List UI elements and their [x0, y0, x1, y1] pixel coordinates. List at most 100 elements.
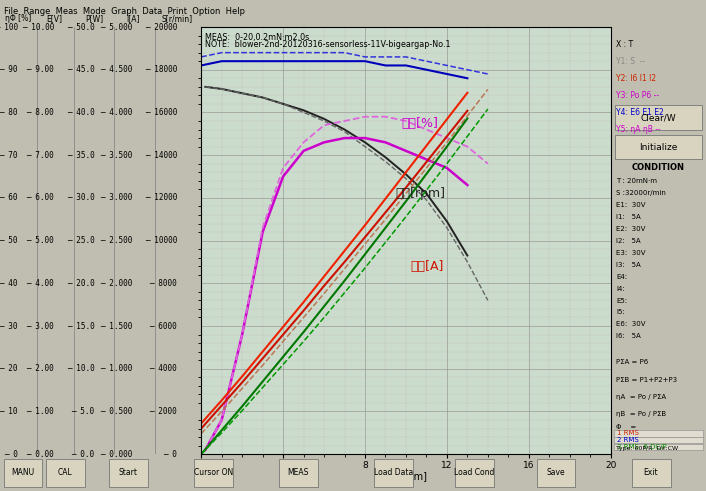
- Text: Clear/W: Clear/W: [640, 113, 676, 122]
- Text: ─ 30.0: ─ 30.0: [67, 193, 95, 202]
- Text: Y1: S  --: Y1: S --: [616, 57, 646, 66]
- Text: Load Cond: Load Cond: [454, 468, 495, 477]
- Text: ─ 7.00: ─ 7.00: [27, 151, 54, 160]
- FancyBboxPatch shape: [46, 459, 85, 487]
- Text: ─ 8000: ─ 8000: [149, 279, 177, 288]
- Text: ─ 10.0: ─ 10.0: [67, 364, 95, 373]
- Text: ─ 18000: ─ 18000: [145, 65, 177, 74]
- Text: E3:  30V: E3: 30V: [616, 250, 646, 256]
- Text: ─ 10: ─ 10: [0, 407, 18, 416]
- Text: P[W]: P[W]: [85, 14, 104, 23]
- Text: ─ 20: ─ 20: [0, 364, 18, 373]
- X-axis label: T[mN·m]: T[mN·m]: [385, 471, 427, 482]
- Text: Initialize: Initialize: [639, 143, 678, 152]
- Text: ─ 0.0: ─ 0.0: [71, 450, 95, 459]
- Text: ─ 2.500: ─ 2.500: [100, 236, 133, 245]
- Text: ─ 10000: ─ 10000: [145, 236, 177, 245]
- Text: I2:   5A: I2: 5A: [616, 238, 641, 244]
- Text: ─ 2.000: ─ 2.000: [100, 279, 133, 288]
- Text: ─ 4000: ─ 4000: [149, 364, 177, 373]
- Text: CAL: CAL: [58, 468, 72, 477]
- Text: S :32000r/min: S :32000r/min: [616, 190, 666, 196]
- Text: ─ 0: ─ 0: [163, 450, 177, 459]
- Text: ηB  = Po / PΣB: ηB = Po / PΣB: [616, 411, 666, 417]
- Text: Y4: E6 E1 E2: Y4: E6 E1 E2: [616, 108, 664, 117]
- Text: E5:: E5:: [616, 298, 628, 303]
- Text: Start: Start: [119, 468, 138, 477]
- Text: 1 RMS: 1 RMS: [617, 430, 639, 436]
- Text: ─ 3.00: ─ 3.00: [27, 322, 54, 330]
- FancyBboxPatch shape: [455, 459, 494, 487]
- Text: 2 RMS: 2 RMS: [617, 437, 639, 443]
- Text: ─ 3.500: ─ 3.500: [100, 151, 133, 160]
- Text: Load Data: Load Data: [373, 468, 413, 477]
- Text: ─ 1.000: ─ 1.000: [100, 364, 133, 373]
- Text: File  Range  Meas  Mode  Graph  Data  Print  Option  Help: File Range Meas Mode Graph Data Print Op…: [4, 7, 244, 16]
- Text: ─ 20.0: ─ 20.0: [67, 279, 95, 288]
- Text: ─ 10.00: ─ 10.00: [22, 23, 54, 31]
- FancyBboxPatch shape: [537, 459, 575, 487]
- Text: I4:: I4:: [616, 286, 625, 292]
- Text: ─ 30: ─ 30: [0, 322, 18, 330]
- Text: ─ 50.0: ─ 50.0: [67, 23, 95, 31]
- Text: ─ 0.00: ─ 0.00: [27, 450, 54, 459]
- Text: I6:   5A: I6: 5A: [616, 333, 641, 339]
- Text: 효율[%]: 효율[%]: [402, 117, 438, 130]
- Text: E1:  30V: E1: 30V: [616, 202, 646, 208]
- Text: CONDITION: CONDITION: [632, 163, 685, 172]
- Text: I1:   5A: I1: 5A: [616, 214, 641, 220]
- Text: PΣB = P1+P2+P3: PΣB = P1+P2+P3: [616, 377, 678, 382]
- Text: ─ 35.0: ─ 35.0: [67, 151, 95, 160]
- Text: ─ 12000: ─ 12000: [145, 193, 177, 202]
- Text: MEAS: MEAS: [287, 468, 309, 477]
- Text: ─ 1.500: ─ 1.500: [100, 322, 133, 330]
- Text: ─ 5.00: ─ 5.00: [27, 236, 54, 245]
- Text: PΣA = P6: PΣA = P6: [616, 359, 649, 365]
- Text: ηΦ [%]: ηΦ [%]: [5, 14, 31, 23]
- Text: ─ 100: ─ 100: [0, 23, 18, 31]
- Text: ─ 0: ─ 0: [4, 450, 18, 459]
- Text: 속도[rpm]: 속도[rpm]: [395, 187, 445, 200]
- Text: ─ 20000: ─ 20000: [145, 23, 177, 31]
- Text: ─ 2.00: ─ 2.00: [27, 364, 54, 373]
- Text: X : T: X : T: [616, 40, 633, 49]
- Text: MEAS:  0-20,0.2mN·m2.0s: MEAS: 0-20,0.2mN·m2.0s: [205, 33, 309, 42]
- FancyBboxPatch shape: [279, 459, 318, 487]
- Text: I[A]: I[A]: [126, 14, 140, 23]
- Text: E[V]: E[V]: [47, 14, 62, 23]
- Text: T : 20mN·m: T : 20mN·m: [616, 178, 657, 184]
- Text: ─ 3.000: ─ 3.000: [100, 193, 133, 202]
- Text: ─ 4.00: ─ 4.00: [27, 279, 54, 288]
- Text: ─ 70: ─ 70: [0, 151, 18, 160]
- Text: ─ 15.0: ─ 15.0: [67, 322, 95, 330]
- Text: ─ 8.00: ─ 8.00: [27, 108, 54, 117]
- Text: ─ 6000: ─ 6000: [149, 322, 177, 330]
- Text: 3 RMS  6 DC/P: 3 RMS 6 DC/P: [617, 444, 667, 450]
- Text: ─ 40.0: ─ 40.0: [67, 108, 95, 117]
- Text: ─ 50: ─ 50: [0, 236, 18, 245]
- Text: NOTE:  blower-2nd-20120316-sensorless-11V-bigeargap-No.1: NOTE: blower-2nd-20120316-sensorless-11V…: [205, 40, 450, 49]
- Text: MANU: MANU: [11, 468, 34, 477]
- Text: ─ 40: ─ 40: [0, 279, 18, 288]
- FancyBboxPatch shape: [4, 459, 42, 487]
- FancyBboxPatch shape: [614, 437, 703, 443]
- Text: S[r/min]: S[r/min]: [162, 14, 193, 23]
- Text: ηA  = Po / PΣA: ηA = Po / PΣA: [616, 394, 666, 400]
- FancyBboxPatch shape: [614, 135, 702, 160]
- Text: I3:   5A: I3: 5A: [616, 262, 641, 268]
- Text: Y2: I6 I1 I2: Y2: I6 I1 I2: [616, 74, 657, 83]
- FancyBboxPatch shape: [614, 105, 702, 130]
- FancyBboxPatch shape: [632, 459, 671, 487]
- Text: Exit: Exit: [644, 468, 658, 477]
- Text: ─ 6.00: ─ 6.00: [27, 193, 54, 202]
- Text: ─ 90: ─ 90: [0, 65, 18, 74]
- Text: ─ 45.0: ─ 45.0: [67, 65, 95, 74]
- Text: ─ 60: ─ 60: [0, 193, 18, 202]
- FancyBboxPatch shape: [614, 444, 703, 450]
- Text: ─ 80: ─ 80: [0, 108, 18, 117]
- Text: ─ 16000: ─ 16000: [145, 108, 177, 117]
- Text: ─ 0.000: ─ 0.000: [100, 450, 133, 459]
- FancyBboxPatch shape: [614, 430, 703, 436]
- Text: ─ 4.500: ─ 4.500: [100, 65, 133, 74]
- Text: Cursor ON: Cursor ON: [193, 468, 233, 477]
